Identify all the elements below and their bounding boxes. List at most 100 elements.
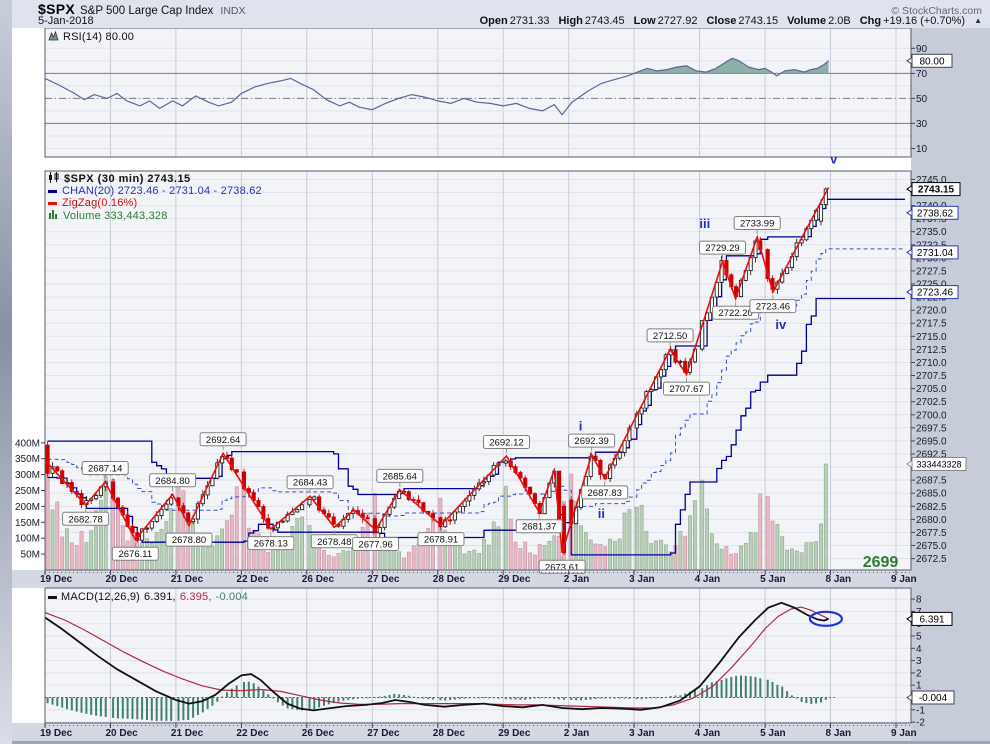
- svg-text:200M: 200M: [15, 502, 40, 513]
- macd-legend: MACD(12,26,9) 6.391, 6.395, -0.004: [48, 591, 252, 603]
- svg-text:8 Jan: 8 Jan: [826, 728, 852, 739]
- svg-text:2677.5: 2677.5: [916, 528, 947, 539]
- symbol-title: $SPX: [38, 1, 75, 17]
- svg-text:50: 50: [916, 94, 928, 105]
- quote-field: High 2743.45: [558, 15, 625, 27]
- svg-text:2712.50: 2712.50: [653, 331, 687, 342]
- svg-text:2677.96: 2677.96: [358, 540, 392, 551]
- macd-hist-value: -0.004: [215, 591, 248, 603]
- svg-text:2687.14: 2687.14: [88, 464, 122, 475]
- chart-date: 5-Jan-2018: [38, 15, 94, 27]
- macd-lines: [44, 601, 829, 712]
- svg-text:400M: 400M: [15, 438, 40, 449]
- zigzag-legend: ZigZag(0.16%): [48, 197, 137, 209]
- volume-legend: Volume 333,443,328: [48, 209, 168, 222]
- svg-text:2692.12: 2692.12: [489, 438, 523, 449]
- symbol-name: S&P 500 Large Cap Index: [80, 5, 214, 17]
- svg-text:2678.48: 2678.48: [317, 537, 351, 548]
- svg-text:2722.20: 2722.20: [718, 308, 752, 319]
- candlestick-icon: [48, 172, 60, 186]
- svg-text:28 Dec: 28 Dec: [433, 574, 466, 585]
- header-quote-row: 5-Jan-2018 Open 2731.33 High 2743.45 Low 2727…: [12, 15, 990, 28]
- svg-text:90: 90: [916, 44, 928, 55]
- svg-text:333443328: 333443328: [916, 460, 961, 470]
- svg-text:22 Dec: 22 Dec: [236, 728, 269, 739]
- svg-text:2692.5: 2692.5: [916, 450, 947, 461]
- svg-text:2678.13: 2678.13: [254, 539, 288, 550]
- svg-text:50M: 50M: [21, 550, 40, 561]
- svg-text:2697.5: 2697.5: [916, 423, 947, 434]
- zigzag-line: [45, 187, 830, 554]
- svg-text:27 Dec: 27 Dec: [367, 728, 400, 739]
- svg-text:6.391: 6.391: [919, 614, 944, 625]
- svg-text:300M: 300M: [15, 470, 40, 481]
- svg-text:2705.0: 2705.0: [916, 384, 947, 395]
- svg-text:-0.004: -0.004: [919, 693, 948, 704]
- macd-signal-value: 6.395,: [179, 591, 212, 603]
- svg-text:21 Dec: 21 Dec: [171, 728, 204, 739]
- rsi-overbought-fill: [45, 58, 829, 74]
- svg-text:ii: ii: [598, 506, 605, 521]
- svg-text:26 Dec: 26 Dec: [302, 728, 335, 739]
- price-target-note: 2699: [863, 554, 899, 571]
- svg-text:2: 2: [916, 668, 922, 679]
- svg-text:8: 8: [916, 595, 922, 606]
- svg-text:28 Dec: 28 Dec: [433, 728, 466, 739]
- svg-text:4: 4: [916, 644, 922, 655]
- rsi-panel: [44, 27, 912, 158]
- quote-strip: Open 2731.33 High 2743.45 Low 2727.92 Close 274…: [480, 15, 982, 27]
- svg-text:2715.0: 2715.0: [916, 332, 947, 343]
- svg-text:2735.0: 2735.0: [916, 227, 947, 238]
- header-title-row: $SPX S&P 500 Large Cap Index INDX © Stoc…: [12, 0, 990, 17]
- quote-field: Volume 2.0B: [787, 15, 851, 27]
- svg-text:5 Jan: 5 Jan: [760, 574, 786, 585]
- macd-ellipse-annotation: [808, 610, 844, 627]
- svg-text:19 Dec: 19 Dec: [40, 728, 73, 739]
- svg-text:-2: -2: [916, 718, 925, 729]
- svg-text:150M: 150M: [15, 518, 40, 529]
- rsi-line: [44, 57, 829, 116]
- svg-text:iv: iv: [775, 317, 787, 332]
- svg-text:2682.78: 2682.78: [68, 514, 102, 525]
- chan-legend: CHAN(20) 2723.46 - 2731.04 - 2738.62: [48, 185, 262, 197]
- svg-text:2680.0: 2680.0: [916, 515, 947, 526]
- quote-field: Close 2743.15: [706, 15, 779, 27]
- rsi-area-icon: [48, 30, 59, 44]
- svg-text:2685.64: 2685.64: [383, 471, 417, 482]
- svg-text:2678.91: 2678.91: [424, 535, 458, 546]
- svg-text:2731.04: 2731.04: [917, 248, 954, 259]
- price-callout-labels: 2682.78 2687.14 2676.11 2684.80 2678.80 2692.…: [62, 216, 797, 574]
- svg-text:20 Dec: 20 Dec: [106, 574, 139, 585]
- svg-text:2707.5: 2707.5: [916, 371, 947, 382]
- svg-text:1: 1: [916, 681, 922, 692]
- svg-text:2727.5: 2727.5: [916, 266, 947, 277]
- svg-text:2700.0: 2700.0: [916, 410, 947, 421]
- svg-text:2743.15: 2743.15: [918, 185, 955, 196]
- zigzag-line-swatch: [48, 201, 57, 205]
- svg-text:2 Jan: 2 Jan: [564, 574, 590, 585]
- svg-text:29 Dec: 29 Dec: [498, 574, 531, 585]
- svg-text:2675.0: 2675.0: [916, 541, 947, 552]
- svg-text:-1: -1: [916, 705, 925, 716]
- svg-text:2723.46: 2723.46: [756, 302, 790, 313]
- svg-text:5 Jan: 5 Jan: [760, 728, 786, 739]
- price-legend-label: $SPX (30 min) 2743.15: [64, 173, 191, 185]
- quote-field: Chg +19.16 (+0.70%): [859, 15, 966, 27]
- quote-field: Low 2727.92: [633, 15, 698, 27]
- svg-text:2681.37: 2681.37: [522, 522, 556, 533]
- svg-text:2 Jan: 2 Jan: [564, 728, 590, 739]
- svg-text:i: i: [579, 418, 583, 433]
- svg-text:2684.43: 2684.43: [293, 478, 327, 489]
- symbol-exchange: INDX: [220, 5, 246, 17]
- svg-text:2725.0: 2725.0: [916, 280, 947, 291]
- svg-text:2687.83: 2687.83: [588, 488, 622, 499]
- svg-text:2712.5: 2712.5: [916, 345, 947, 356]
- svg-text:4 Jan: 4 Jan: [695, 574, 721, 585]
- svg-text:2692.64: 2692.64: [206, 435, 240, 446]
- svg-text:29 Dec: 29 Dec: [498, 728, 531, 739]
- volume-legend-label: Volume 333,443,328: [63, 209, 168, 222]
- macd-panel: [44, 587, 912, 724]
- svg-text:2717.5: 2717.5: [916, 319, 947, 330]
